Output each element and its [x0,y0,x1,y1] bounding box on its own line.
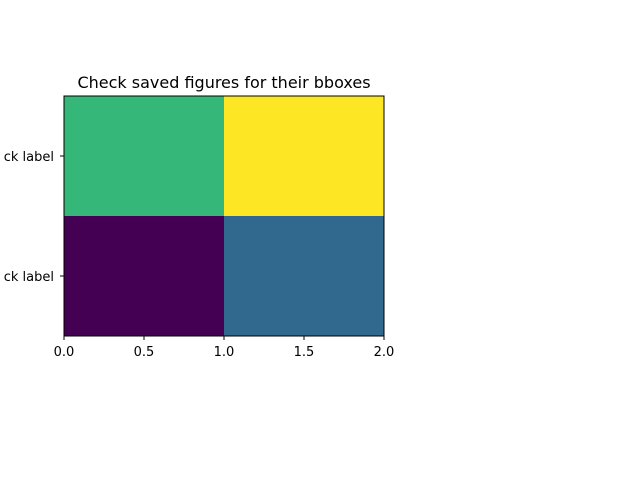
y-tick-label-1: ck label [4,270,54,285]
heatmap-cells [64,96,384,336]
x-axis-ticks: 0.0 0.5 1.0 1.5 2.0 [54,336,395,360]
x-tick-label-1: 0.5 [134,345,155,360]
y-tick-label-0: ck label [4,150,54,165]
heatmap-cell-0 [64,96,224,216]
y-axis-ticks: ck label ck label [4,150,64,285]
x-tick-label-4: 2.0 [374,345,395,360]
heatmap-cell-1 [224,96,384,216]
x-tick-label-2: 1.0 [214,345,235,360]
heatmap-cell-3 [224,216,384,336]
heatmap-cell-2 [64,216,224,336]
x-tick-label-0: 0.0 [54,345,75,360]
x-tick-label-3: 1.5 [294,345,315,360]
chart-title: Check saved figures for their bboxes [77,73,370,92]
